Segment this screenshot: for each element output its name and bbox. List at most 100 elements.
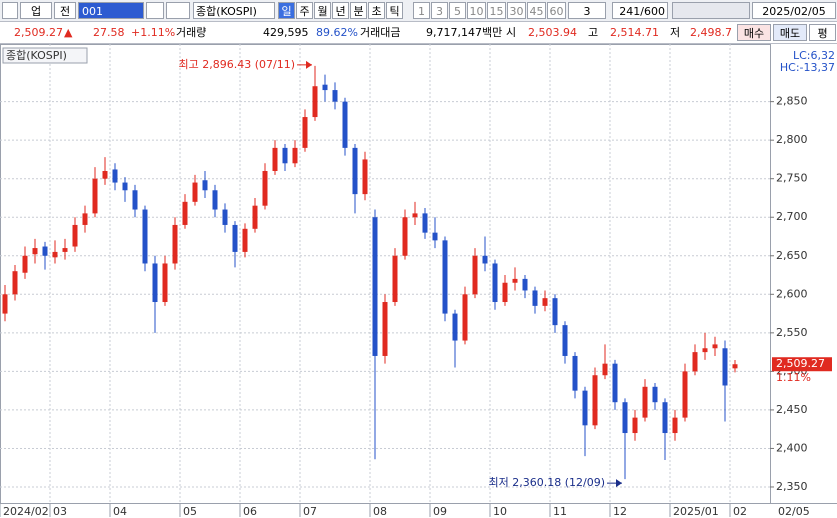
count-input[interactable]: 241/600 [612, 2, 668, 19]
candle-body [452, 313, 458, 341]
y-tick-label: 2,700 [776, 210, 808, 223]
candle-body [62, 248, 68, 252]
change: 27.58 [93, 26, 125, 39]
candle-body [322, 84, 328, 91]
avg-button[interactable]: 평 [809, 24, 836, 41]
candle-body [402, 217, 408, 256]
candle-body [2, 294, 8, 314]
market-select[interactable]: 업 [20, 2, 52, 19]
candle-body [92, 178, 98, 214]
sell-button[interactable]: 매도 [773, 24, 807, 41]
x-tick-label: 12 [613, 505, 627, 518]
y-tick-label: 2,650 [776, 249, 808, 262]
candle-body [482, 255, 488, 264]
interval-button[interactable]: 30 [507, 2, 526, 19]
y-tick-label: 2,550 [776, 326, 808, 339]
candle-body [692, 352, 698, 372]
candle-body [462, 294, 468, 341]
candle-body [192, 182, 198, 202]
interval-button[interactable]: 60 [547, 2, 566, 19]
candle-body [292, 147, 298, 164]
sound-button[interactable] [166, 2, 190, 19]
candle-body [542, 298, 548, 306]
candle-body [32, 248, 38, 255]
legend-box [2, 47, 88, 64]
scope-select[interactable]: 전 [54, 2, 76, 19]
y-tick-label: 2,450 [776, 403, 808, 416]
max-annotation: 최고 2,896.43 (07/11) [178, 58, 295, 71]
candle-body [652, 386, 658, 403]
candle-body [302, 117, 308, 148]
period-tab[interactable]: 주 [296, 2, 313, 19]
min-arrowhead [616, 479, 622, 488]
candle-body [342, 101, 348, 148]
quote-bar: 2,509.27 ▲ 27.58 +1.11% 거래량 429,595 89.6… [0, 22, 837, 44]
high-label: 고 [588, 26, 599, 39]
tool-icons[interactable] [672, 2, 750, 19]
candle-body [172, 224, 178, 264]
legend: 종합(KOSPI) [6, 49, 67, 62]
period-tab[interactable]: 분 [350, 2, 367, 19]
volume-rate: 89.62% [316, 26, 358, 39]
code-input[interactable]: 001 [78, 2, 144, 19]
interval-button[interactable]: 10 [467, 2, 486, 19]
candle-body [412, 213, 418, 218]
candle-body [352, 147, 358, 195]
candle-body [132, 190, 138, 210]
candle-body [242, 228, 248, 252]
interval-button[interactable]: 3 [431, 2, 448, 19]
period-tab[interactable]: 일 [278, 2, 295, 19]
candle-body [382, 302, 388, 356]
candle-body [512, 278, 518, 283]
x-tick-label: 2025/01 [673, 505, 719, 518]
candle-body [42, 246, 48, 256]
candle-body [392, 255, 398, 303]
interval-button[interactable]: 15 [487, 2, 506, 19]
min-annotation: 최저 2,360.18 (12/09) [488, 476, 605, 489]
x-tick-label: 2024/02 [3, 505, 49, 518]
interval-button[interactable]: 45 [527, 2, 546, 19]
x-tick-label: 02 [733, 505, 747, 518]
candle-body [562, 325, 568, 356]
y-tick-label: 2,600 [776, 287, 808, 300]
candle-body [552, 298, 558, 326]
low-label: 저 [670, 26, 681, 39]
candle-body [442, 240, 448, 314]
candle-body [162, 263, 168, 303]
interval-button[interactable]: 5 [449, 2, 466, 19]
candle-body [332, 90, 338, 102]
buy-button[interactable]: 매수 [737, 24, 771, 41]
interval-button[interactable]: 1 [413, 2, 430, 19]
candle-body [672, 417, 678, 434]
candle-body [622, 402, 628, 434]
toolbar: 업 전 001 종합(KOSPI) 일 주 월 년 분 초 틱 1 3 5 10 15 30 45 60 3… [0, 0, 837, 22]
volume-label: 거래량 [176, 26, 207, 39]
candle-body [372, 217, 378, 356]
search-button[interactable] [146, 2, 164, 19]
candle-body [362, 159, 368, 195]
x-tick-label: 07 [303, 505, 317, 518]
candle-body [612, 363, 618, 403]
price-tag-label: 2,509.27 [776, 357, 825, 370]
period-tab[interactable]: 월 [314, 2, 331, 19]
multiplier-select[interactable]: 3 [568, 2, 606, 19]
candle-body [262, 170, 268, 206]
x-tick-label: 09 [433, 505, 447, 518]
period-tab[interactable]: 틱 [386, 2, 403, 19]
corner-label: HC:-13,37 [780, 61, 835, 74]
menu-button[interactable] [2, 2, 18, 19]
candle-body [182, 201, 188, 225]
open-label: 시 [506, 26, 517, 39]
y-tick-label: 2,350 [776, 480, 808, 493]
date-input[interactable]: 2025/02/05 [752, 2, 836, 19]
price-tag [772, 357, 832, 372]
plot-frame [0, 44, 771, 504]
period-tab[interactable]: 년 [332, 2, 349, 19]
candle-body [232, 224, 238, 252]
x-tick-label: 05 [183, 505, 197, 518]
period-tab[interactable]: 초 [368, 2, 385, 19]
candle-body [572, 355, 578, 391]
candle-body [712, 344, 718, 349]
candle-body [592, 375, 598, 426]
x-tick-label: 11 [553, 505, 567, 518]
